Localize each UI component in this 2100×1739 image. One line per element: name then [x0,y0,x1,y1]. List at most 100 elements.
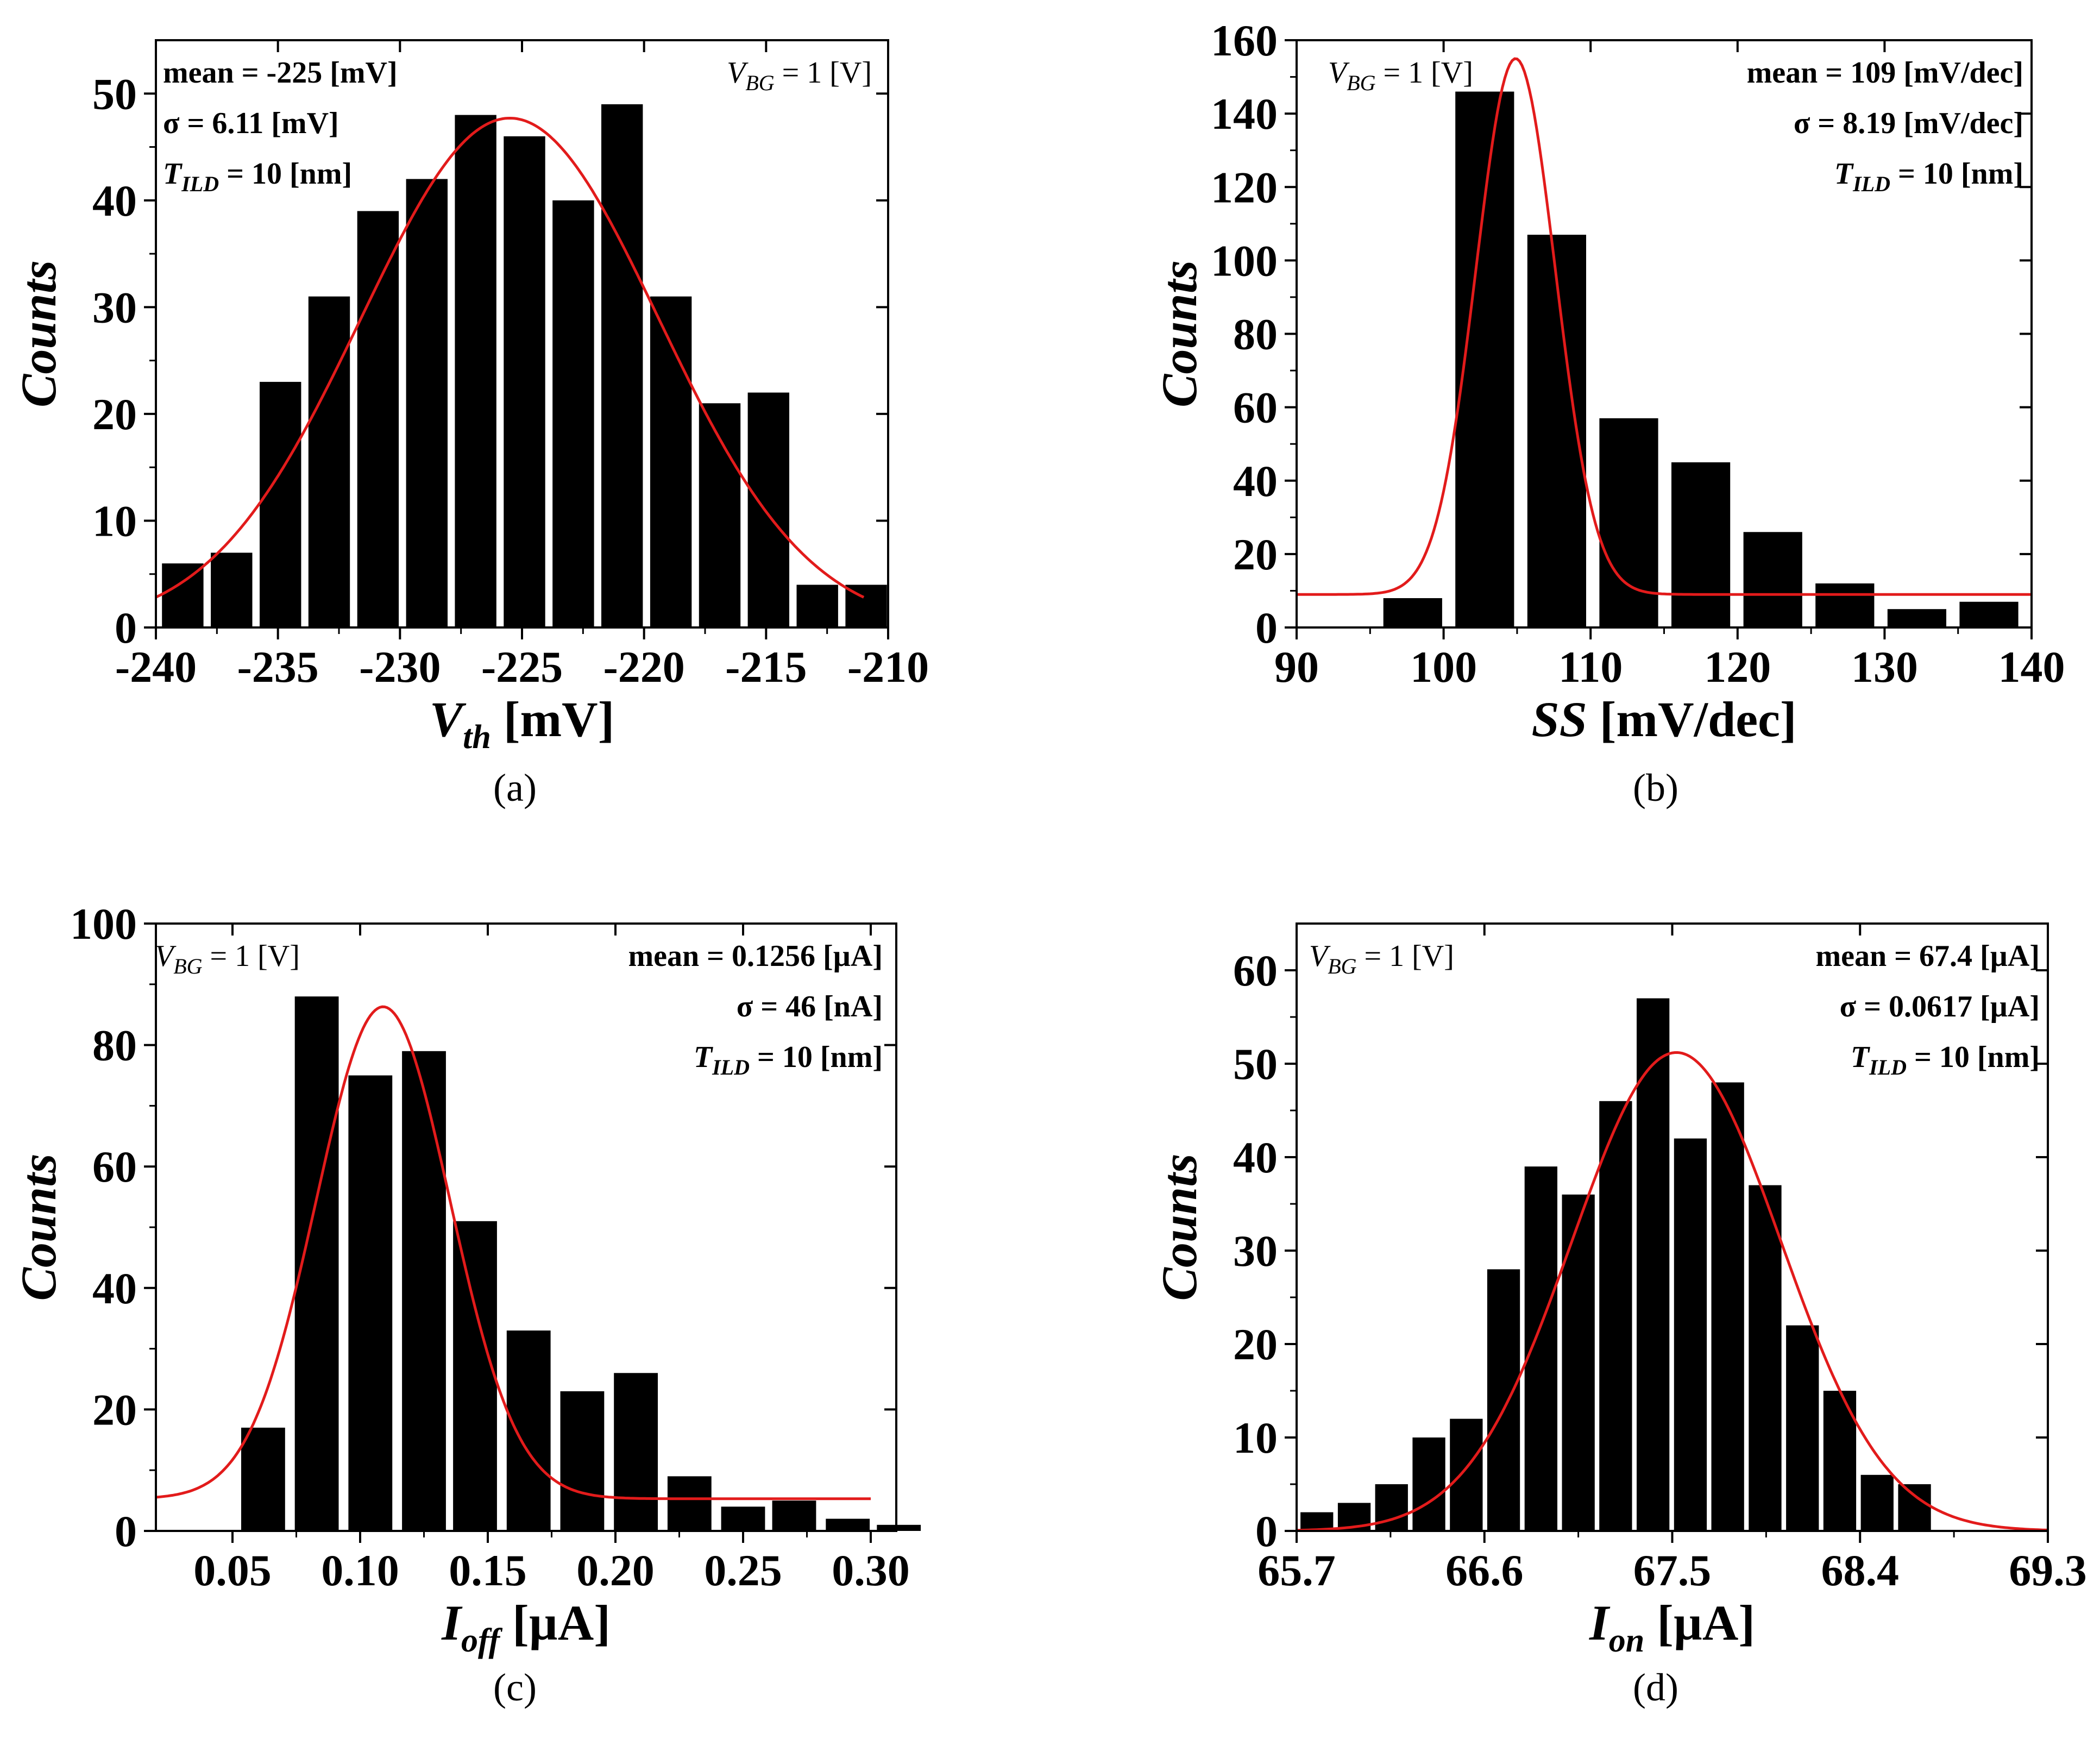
y-tick-label: 80 [1233,310,1278,359]
histogram-bar [614,1373,658,1531]
stats-tild-text: TILD = 10 [nm] [163,157,352,196]
y-tick-label: 20 [1233,1320,1278,1369]
y-tick-label: 0 [1255,603,1278,652]
x-axis-title: Ion [µA] [1589,1595,1755,1659]
x-tick-label: 65.7 [1258,1546,1336,1595]
gaussian-fit-curve [1296,1051,2048,1532]
histogram-bar [506,1330,551,1531]
x-tick-label: 0.20 [576,1546,655,1595]
histogram-bars [162,104,887,628]
panel-caption: (a) [493,766,537,809]
y-axis-title: Counts [1152,260,1207,407]
histogram-bar [560,1391,605,1531]
gaussian-fit-curve [155,116,865,599]
x-tick-label: 120 [1704,642,1771,692]
histogram-bar [772,1501,816,1531]
histogram-bar [1674,1138,1707,1531]
histogram-bar [1671,462,1731,627]
x-tick-label: -225 [481,642,563,692]
histogram-bar [650,296,692,627]
histogram-bar [402,1051,446,1531]
panel-caption: (c) [493,1666,537,1709]
stats-sigma-text: σ = 46 [nA] [737,990,883,1024]
x-axis-title: Ioff [µA] [441,1595,611,1659]
stats-sigma-text: σ = 6.11 [mV] [163,106,339,140]
x-tick-label: 0.25 [704,1546,782,1595]
x-tick-label: -240 [115,642,197,692]
histogram-bar [1711,1082,1744,1531]
histogram-bar [162,563,204,627]
y-tick-label: 100 [1211,236,1278,285]
histogram-bar [453,1221,497,1531]
histogram-bar [877,1524,921,1531]
x-tick-label: 0.15 [449,1546,527,1595]
y-tick-label: 0 [115,603,137,652]
panels: -240 -235 -230 -225 -220 -215 -210 0 10 20 30 40 50 V… [11,16,2087,1709]
y-tick-label: 0 [1255,1506,1278,1556]
x-tick-label: 90 [1274,642,1319,692]
x-tick-label: 130 [1851,642,1918,692]
histogram-bar [308,296,350,627]
x-tick-label: -235 [237,642,319,692]
y-tick-label: 40 [1233,1133,1278,1182]
stats-tild-text: TILD = 10 [nm] [694,1040,883,1079]
x-tick-label: 69.3 [2009,1546,2087,1595]
vbg-label: VBG = 1 [V] [1309,939,1454,978]
histogram-bar [455,115,496,628]
histogram-bar [796,585,838,627]
y-tick-label: 20 [1233,530,1278,579]
histogram-bar [260,381,301,627]
panel-caption: (b) [1633,766,1678,809]
y-tick-label: 160 [1211,16,1278,65]
histogram-bar [667,1476,712,1531]
y-tick-label: 40 [1233,456,1278,506]
histogram-bar [241,1427,285,1531]
histogram-bar [1599,418,1658,627]
histogram-bar [357,211,399,627]
histogram-bar [1487,1269,1520,1531]
histogram-bars [1300,998,1931,1531]
histogram-bar [1743,532,1802,627]
stats-mean-text: mean = 109 [mV/dec] [1747,56,2023,90]
y-tick-label: 60 [1233,946,1278,995]
chart-panel-4: 65.7 66.6 67.5 68.4 69.3 0 10 20 30 40 50 60 Ion [µA… [1152,922,2087,1709]
y-axis-title: Counts [11,1153,66,1301]
x-tick-label: 0.05 [193,1546,272,1595]
vbg-label: VBG = 1 [V] [155,939,300,978]
histogram-bar [1637,998,1670,1531]
histogram-bar [1450,1418,1483,1531]
stats-mean-text: mean = -225 [mV] [163,56,398,90]
stats-mean-text: mean = 0.1256 [µA] [628,939,883,973]
vbg-label: VBG = 1 [V] [1328,56,1473,95]
histogram-bar [721,1506,765,1531]
y-axis-title: Counts [11,260,66,407]
y-tick-label: 50 [92,69,137,118]
x-axis-title: SS [mV/dec] [1531,692,1796,747]
x-tick-label: 0.30 [832,1546,910,1595]
x-axis-title: Vth [mV] [430,692,614,756]
x-tick-label: -210 [847,642,929,692]
x-tick-label: 110 [1558,642,1623,692]
histogram-bar [1959,601,2019,627]
histogram-bar [601,104,643,627]
histogram-bar [406,179,448,627]
histogram-bar [1887,609,1946,627]
stats-sigma-text: σ = 8.19 [mV/dec] [1794,106,2023,140]
histogram-bar [1562,1194,1595,1531]
histogram-bar [504,136,545,627]
chart-panel-1: -240 -235 -230 -225 -220 -215 -210 0 10 20 30 40 50 V… [11,39,929,809]
y-tick-label: 10 [92,496,137,545]
x-tick-label: 68.4 [1821,1546,1900,1595]
stats-tild-text: TILD = 10 [nm] [1834,157,2023,196]
panel-caption: (d) [1633,1666,1678,1709]
x-tick-label: 67.5 [1633,1546,1712,1595]
y-tick-label: 50 [1233,1039,1278,1089]
y-tick-label: 60 [92,1142,137,1191]
chart-panel-3: 0.05 0.10 0.15 0.20 0.25 0.30 0 20 40 60 80 100 Ioff… [11,899,921,1709]
y-tick-label: 100 [70,899,137,949]
y-tick-label: 0 [115,1506,137,1556]
x-tick-label: 0.10 [321,1546,399,1595]
histogram-bar [1815,583,1875,627]
y-tick-label: 40 [92,176,137,225]
